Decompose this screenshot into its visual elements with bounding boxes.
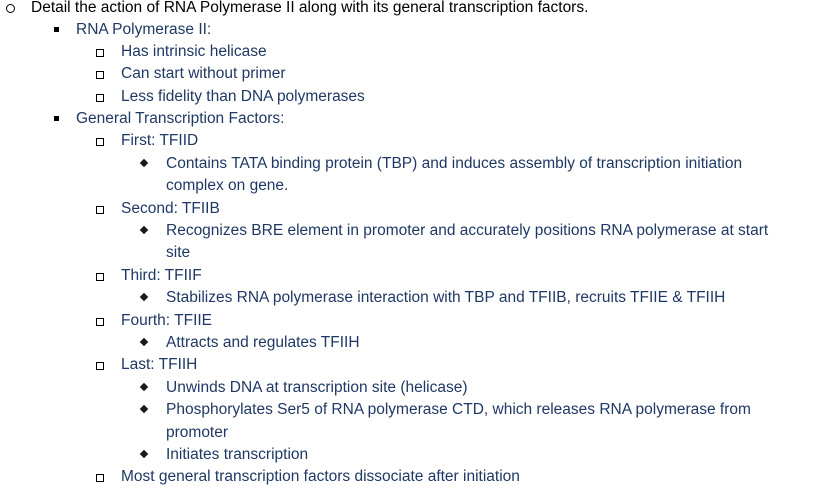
list-item: Stabilizes RNA polymerase interaction wi… <box>0 287 822 309</box>
factor-detail: Unwinds DNA at transcription site (helic… <box>166 379 468 396</box>
list-item: Attracts and regulates TFIIH <box>0 332 822 354</box>
list-item-tfiib: Second: TFIIB <box>0 198 822 220</box>
list-item-text: Has intrinsic helicase <box>121 43 267 60</box>
factor-label: Fourth: TFIIE <box>121 312 213 329</box>
factor-detail: Initiates transcription <box>166 446 309 463</box>
factor-detail: Stabilizes RNA polymerase interaction wi… <box>166 289 726 306</box>
factor-label: First: TFIID <box>121 132 199 149</box>
factor-detail: promoter <box>166 424 229 441</box>
list-item-text: Can start without primer <box>121 65 286 82</box>
list-item-question: Detail the action of RNA Polymerase II a… <box>0 0 822 19</box>
factor-detail: Recognizes BRE element in promoter and a… <box>166 222 769 239</box>
closing-text: Most general transcription factors disso… <box>121 468 520 485</box>
list-item-continuation: promoter <box>0 422 822 444</box>
factor-detail: Contains TATA binding protein (TBP) and … <box>166 155 743 172</box>
list-item-gtf: General Transcription Factors: <box>0 108 822 130</box>
list-item-tfiie: Fourth: TFIIE <box>0 310 822 332</box>
factor-detail: Phosphorylates Ser5 of RNA polymerase CT… <box>166 401 751 418</box>
gtf-heading: General Transcription Factors: <box>76 110 285 127</box>
list-item-rnap: RNA Polymerase II: <box>0 19 822 41</box>
list-item-tfiif: Third: TFIIF <box>0 265 822 287</box>
list-item-continuation: complex on gene. <box>0 175 822 197</box>
list-item: Phosphorylates Ser5 of RNA polymerase CT… <box>0 399 822 421</box>
factor-detail: complex on gene. <box>166 177 289 194</box>
list-item: Initiates transcription <box>0 444 822 466</box>
factor-detail: Attracts and regulates TFIIH <box>166 334 360 351</box>
question-text: Detail the action of RNA Polymerase II a… <box>31 0 589 16</box>
list-item: Recognizes BRE element in promoter and a… <box>0 220 822 242</box>
list-item-text: Less fidelity than DNA polymerases <box>121 88 365 105</box>
list-item: Unwinds DNA at transcription site (helic… <box>0 377 822 399</box>
factor-label: Third: TFIIF <box>121 267 202 284</box>
list-item-closing: Most general transcription factors disso… <box>0 466 822 488</box>
list-item-tfiid: First: TFIID <box>0 130 822 152</box>
list-item: Contains TATA binding protein (TBP) and … <box>0 153 822 175</box>
list-item-continuation: site <box>0 242 822 264</box>
list-item: Can start without primer <box>0 63 822 85</box>
factor-detail: site <box>166 244 191 261</box>
list-item: Has intrinsic helicase <box>0 41 822 63</box>
list-item: Less fidelity than DNA polymerases <box>0 86 822 108</box>
factor-label: Second: TFIIB <box>121 200 220 217</box>
rnap-heading: RNA Polymerase II: <box>76 21 212 38</box>
factor-label: Last: TFIIH <box>121 356 198 373</box>
list-item-tfiih: Last: TFIIH <box>0 354 822 376</box>
